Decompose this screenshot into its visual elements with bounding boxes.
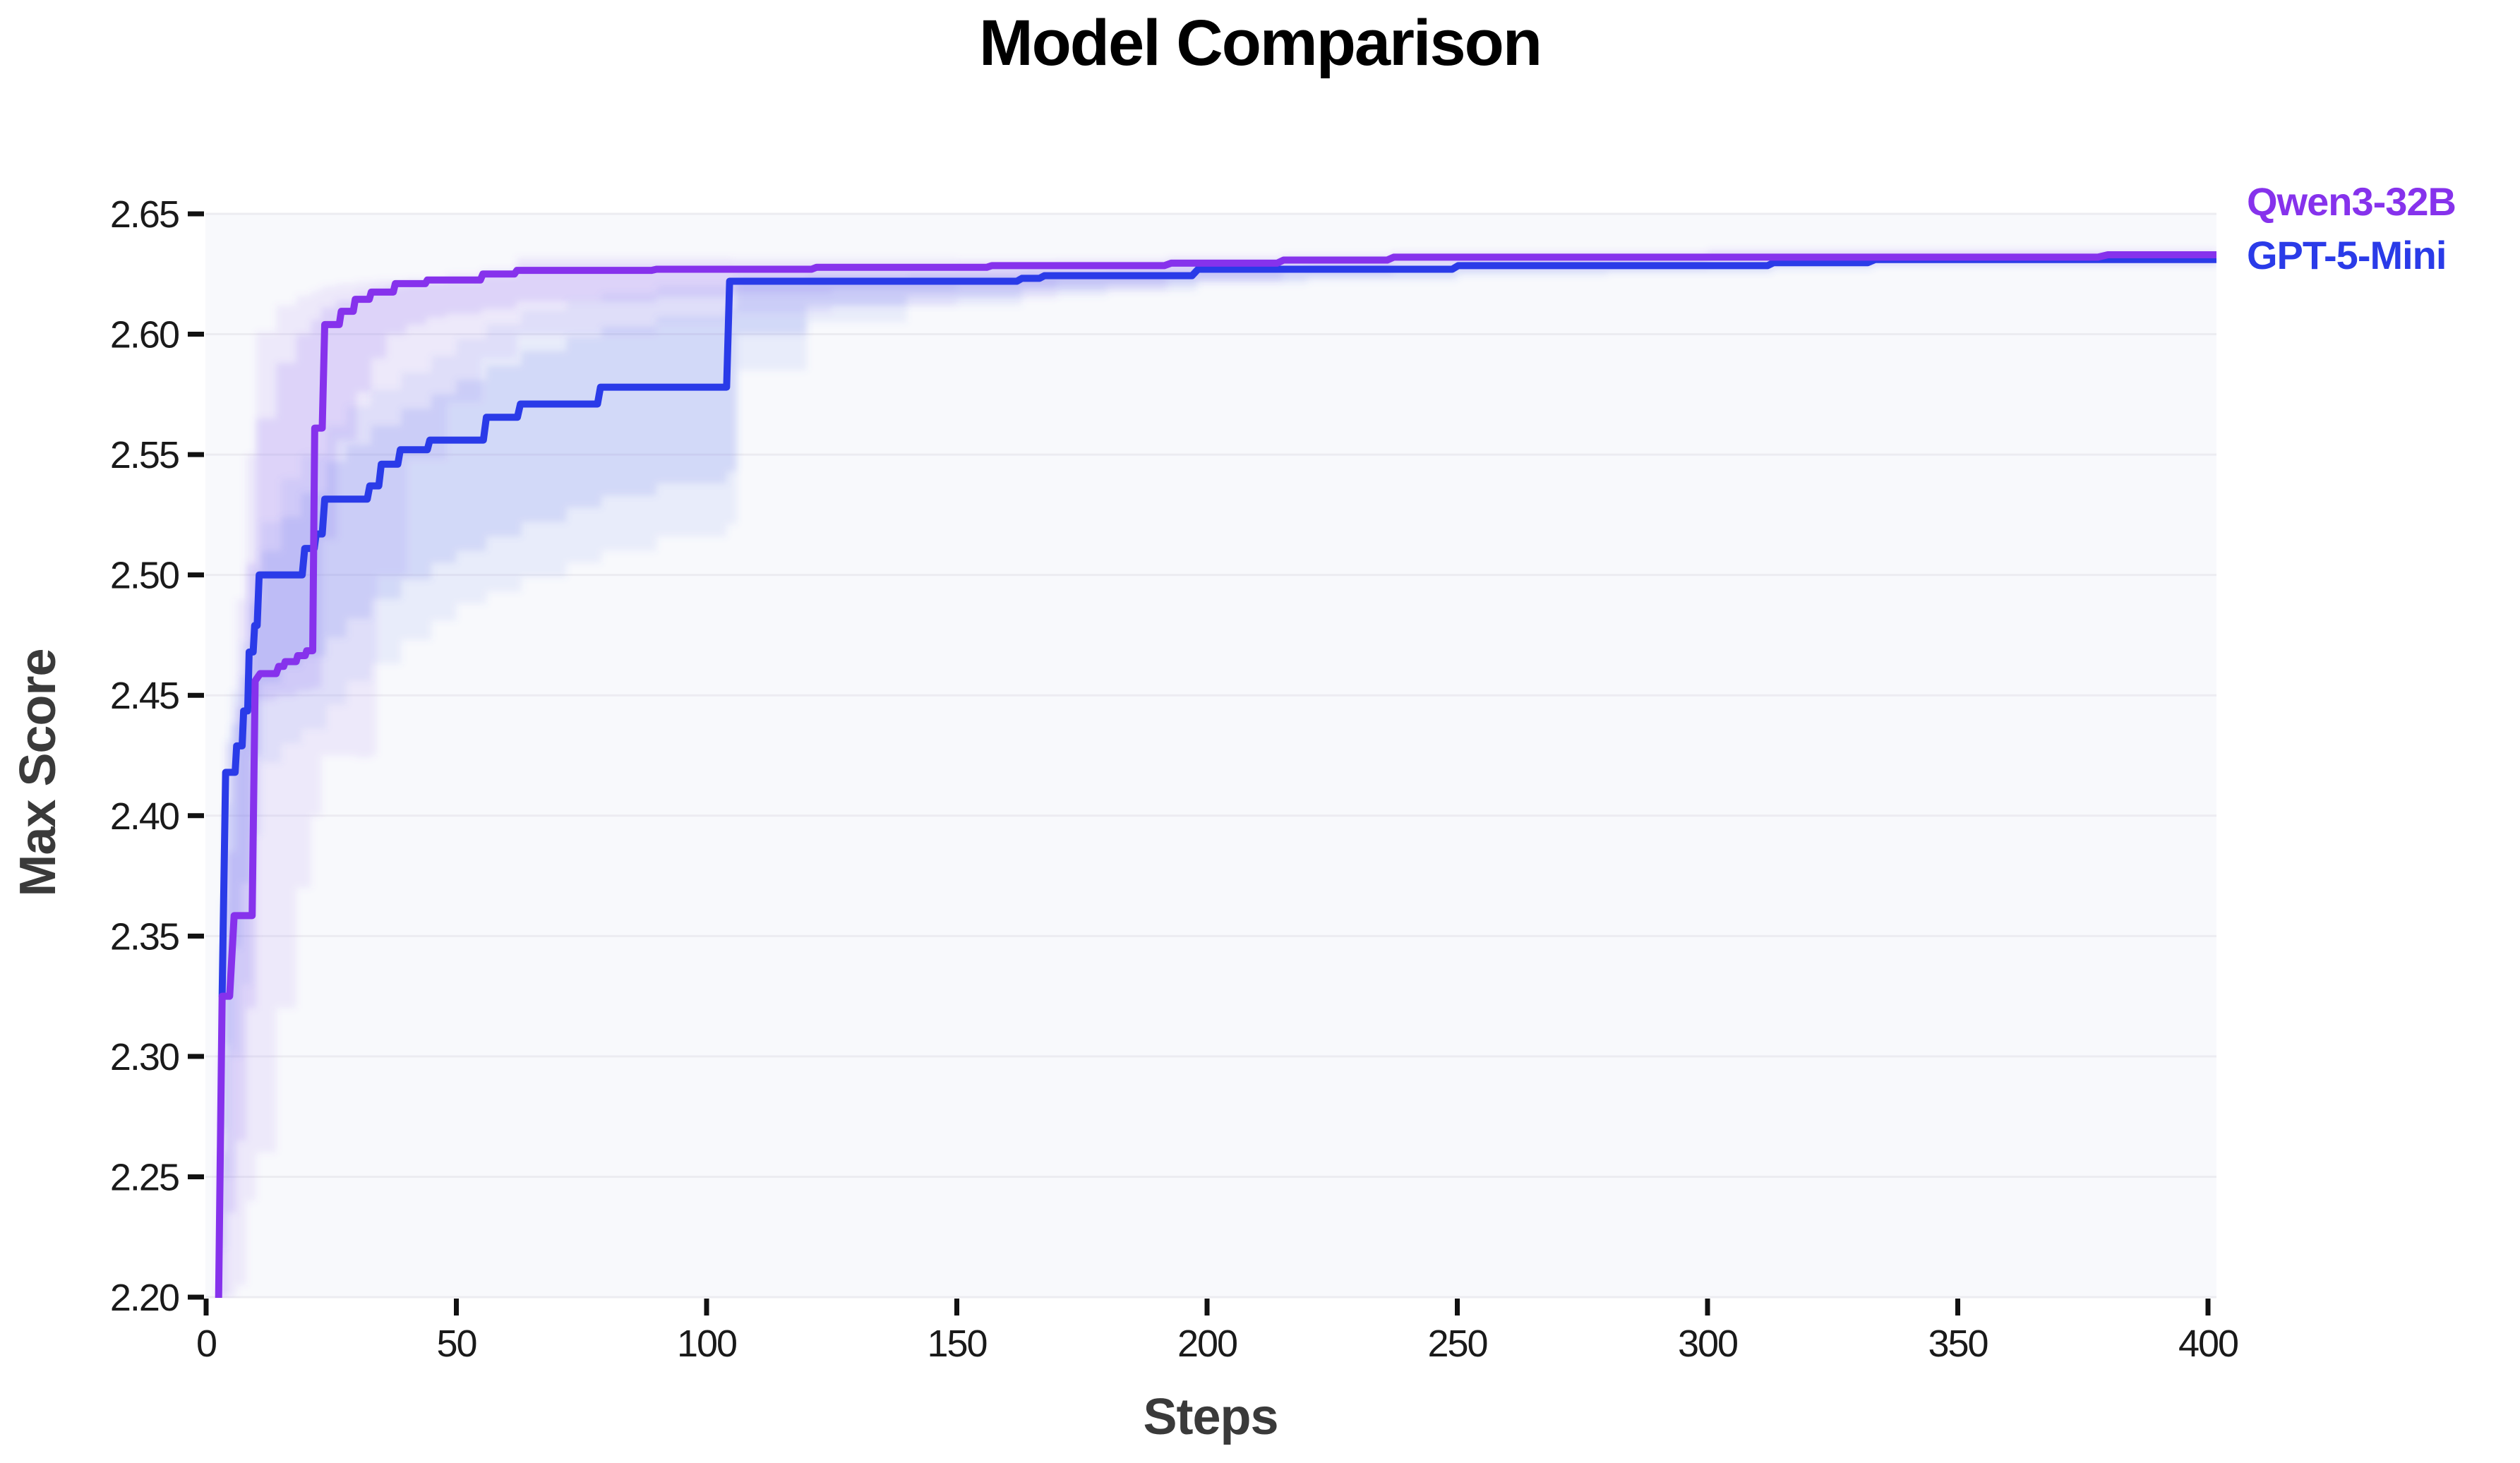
x-tick-label: 50: [436, 1323, 476, 1365]
x-tick-label: 200: [1177, 1323, 1237, 1365]
x-tick-label: 250: [1427, 1323, 1487, 1365]
x-tick-label: 300: [1678, 1323, 1737, 1365]
x-tick-label: 150: [927, 1323, 986, 1365]
x-axis-title: Steps: [1143, 1389, 1278, 1445]
y-tick-label: 2.45: [110, 675, 179, 717]
y-tick-label: 2.30: [110, 1036, 179, 1078]
gpt-5-mini-band-inner: [222, 260, 2216, 1129]
gpt-5-mini-line: [218, 255, 2216, 1000]
y-tick-label: 2.55: [110, 434, 179, 476]
y-tick-label: 2.25: [110, 1156, 179, 1198]
y-axis-title: Max Score: [10, 649, 66, 896]
axis-tick-labels: 2.20 2.25 2.30 2.35 2.40 2.45 2.50 2.55 2.60 2.65…: [110, 193, 2239, 1365]
qwen3-32b-line: [215, 251, 2216, 1298]
x-tick-label: 350: [1928, 1323, 1987, 1365]
y-tick-label: 2.35: [110, 915, 179, 958]
chart-title: Model Comparison: [979, 7, 1541, 79]
y-tick-label: 2.20: [110, 1277, 179, 1319]
qwen3-32b-band-outer: [218, 250, 2216, 1297]
y-tick-label: 2.50: [110, 555, 179, 597]
series-lines: [215, 251, 2216, 1298]
legend-label-gpt-5-mini: GPT-5-Mini: [2247, 233, 2446, 277]
y-tick-label: 2.40: [110, 795, 179, 838]
confidence-bands: [218, 250, 2216, 1297]
y-tick-label: 2.65: [110, 193, 179, 236]
x-tick-label: 100: [677, 1323, 736, 1365]
axis-ticks: [188, 211, 2211, 1316]
legend-label-qwen3-32b: Qwen3-32B: [2247, 179, 2456, 224]
y-tick-label: 2.60: [110, 314, 179, 356]
gpt-5-mini-band-outer: [222, 258, 2216, 1249]
x-tick-label: 0: [196, 1323, 216, 1365]
x-tick-label: 400: [2178, 1323, 2238, 1365]
